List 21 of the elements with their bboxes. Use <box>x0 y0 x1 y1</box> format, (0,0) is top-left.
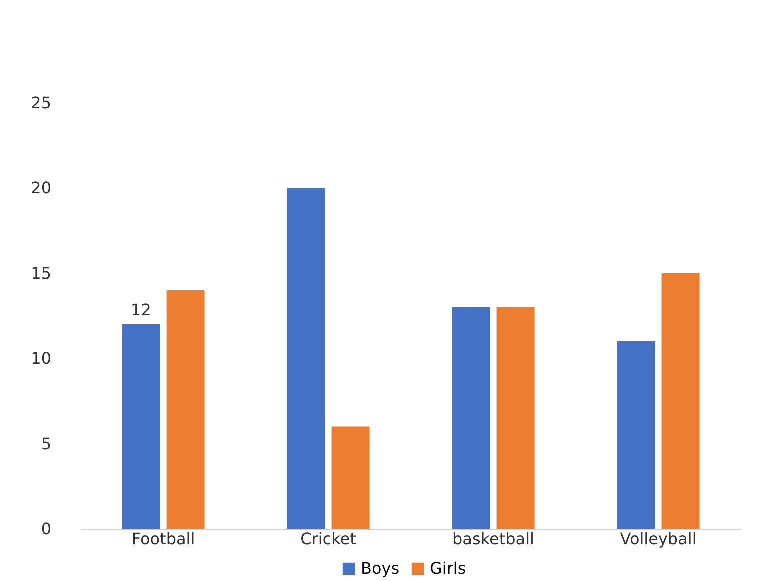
legend-label: Boys <box>361 559 400 578</box>
bar <box>617 342 656 529</box>
bar <box>496 307 535 529</box>
bar <box>122 324 160 529</box>
y-tick-label: 20 <box>31 178 52 198</box>
x-tick-label: Cricket <box>300 530 356 548</box>
y-tick-label: 10 <box>31 349 52 368</box>
y-tick-label: 25 <box>31 94 52 112</box>
data-label: 12 <box>131 300 152 320</box>
bar <box>452 307 490 529</box>
bar <box>332 426 370 529</box>
x-tick-label: Volleyball <box>620 530 697 548</box>
y-tick-label: 15 <box>31 264 52 283</box>
x-tick-label: Football <box>132 530 196 548</box>
y-tick-label: 5 <box>41 434 52 454</box>
y-tick-label: 0 <box>41 520 52 538</box>
bar <box>662 273 700 529</box>
bar <box>287 188 326 529</box>
x-tick-label: basketball <box>452 530 534 548</box>
bar <box>166 290 205 529</box>
legend-label: Girls <box>430 559 466 578</box>
